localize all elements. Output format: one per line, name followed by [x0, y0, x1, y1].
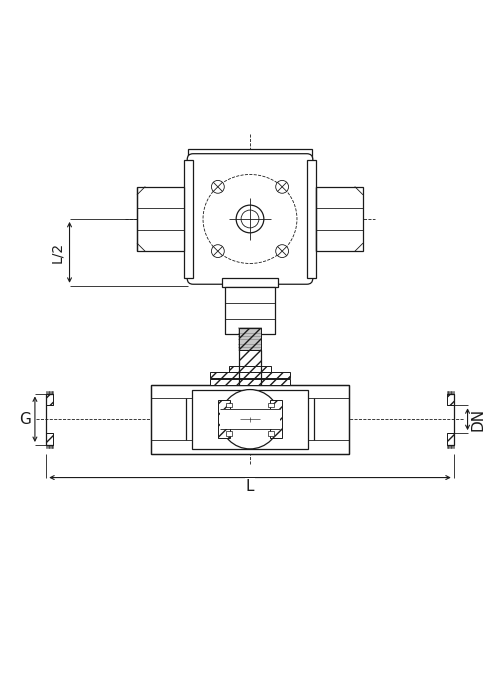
Bar: [218, 372, 282, 384]
Bar: [447, 433, 454, 445]
Bar: [226, 431, 232, 435]
Bar: [151, 384, 349, 398]
Bar: [447, 393, 454, 405]
Bar: [46, 393, 53, 405]
Circle shape: [276, 245, 288, 258]
Circle shape: [236, 205, 264, 233]
Bar: [210, 379, 290, 384]
Bar: [268, 402, 274, 407]
Circle shape: [220, 390, 280, 449]
Bar: [46, 433, 53, 445]
Bar: [188, 149, 312, 160]
Bar: [239, 328, 261, 350]
Text: DN: DN: [471, 407, 486, 430]
Bar: [222, 279, 278, 287]
Circle shape: [212, 181, 224, 193]
Bar: [268, 431, 274, 435]
Bar: [218, 400, 230, 438]
Circle shape: [212, 245, 224, 258]
Text: L: L: [246, 479, 254, 494]
Bar: [239, 350, 261, 372]
Bar: [229, 366, 271, 372]
Bar: [270, 400, 281, 438]
Bar: [210, 372, 290, 378]
Circle shape: [241, 210, 259, 228]
Bar: [138, 187, 184, 251]
Circle shape: [276, 181, 288, 193]
Bar: [184, 160, 193, 279]
Bar: [307, 160, 316, 279]
Bar: [226, 402, 232, 407]
Text: L/2: L/2: [50, 241, 64, 263]
Bar: [151, 440, 349, 454]
Bar: [151, 384, 349, 454]
Bar: [316, 187, 362, 251]
FancyBboxPatch shape: [187, 154, 313, 284]
Bar: [192, 390, 308, 449]
Bar: [220, 410, 280, 429]
Bar: [151, 398, 186, 440]
Bar: [314, 398, 349, 440]
Text: G: G: [19, 412, 31, 427]
Bar: [226, 287, 274, 334]
